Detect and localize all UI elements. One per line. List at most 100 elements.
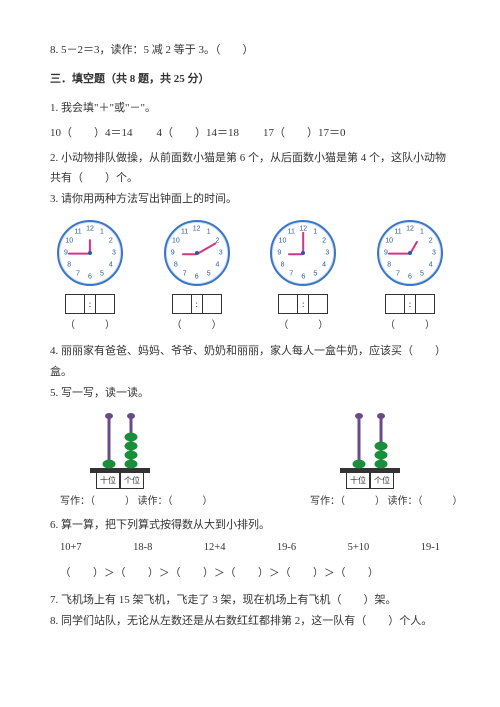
- time-right: [309, 295, 327, 313]
- clock-col-1: 121234567891011:（ ）: [157, 220, 237, 335]
- q6-e3: 19-6: [277, 538, 296, 558]
- clock-num: 11: [181, 226, 188, 239]
- abacus-2: 十位个位写作：（ ） 读作：（ ）: [310, 410, 430, 511]
- section-header: 三．填空题（共 8 题，共 25 分）: [50, 69, 450, 90]
- time-left: [66, 295, 84, 313]
- clock-num: 5: [420, 267, 424, 280]
- clock-num: 8: [67, 259, 71, 272]
- minute-hand: [196, 242, 216, 254]
- clock-num: 12: [86, 223, 94, 236]
- clock-paren: （ ）: [385, 316, 435, 335]
- tens-label: 十位: [346, 472, 370, 489]
- clock-num: 1: [313, 226, 317, 239]
- time-box: :: [278, 294, 328, 314]
- q6-paren-chain: （ ）＞（ ）＞（ ）＞（ ）＞（ ）＞（ ）: [60, 564, 440, 584]
- q6-e1: 18-8: [133, 538, 152, 558]
- clock-col-3: 121234567891011:（ ）: [370, 220, 450, 335]
- clock-num: 5: [207, 267, 211, 280]
- tens-label: 十位: [96, 472, 120, 489]
- clock-num: 6: [195, 271, 199, 284]
- clock-num: 7: [289, 267, 293, 280]
- q6-e2: 12+4: [204, 538, 226, 558]
- time-sep: :: [297, 295, 309, 313]
- q8b-text: 8. 同学们站队，无论从左数还是从右数红红都排第 2，这一队有（ ）个人。: [50, 611, 450, 632]
- clock-pivot: [195, 251, 199, 255]
- clock-pivot: [88, 251, 92, 255]
- abacus-caption: 写作：（ ） 读作：（ ）: [60, 492, 180, 511]
- ones-label: 个位: [370, 472, 394, 489]
- time-left: [173, 295, 191, 313]
- time-box: :: [172, 294, 222, 314]
- q8-text: 8. 5－2＝3，读作：5 减 2 等于 3。（ ）: [50, 40, 450, 61]
- clock-num: 10: [65, 235, 73, 248]
- clocks-row: 121234567891011:（ ）121234567891011:（ ）12…: [50, 220, 450, 335]
- clock-face-3: 121234567891011: [377, 220, 443, 286]
- minute-hand: [68, 253, 90, 255]
- clock-num: 10: [279, 235, 287, 248]
- clock-num: 9: [171, 247, 175, 260]
- clock-num: 4: [215, 259, 219, 272]
- time-right: [416, 295, 434, 313]
- clock-num: 12: [193, 223, 201, 236]
- clock-face-1: 121234567891011: [164, 220, 230, 286]
- time-right: [96, 295, 114, 313]
- clock-num: 1: [420, 226, 424, 239]
- clock-num: 10: [385, 235, 393, 248]
- time-left: [279, 295, 297, 313]
- clock-num: 8: [387, 259, 391, 272]
- q6-e0: 10+7: [60, 538, 82, 558]
- clock-num: 11: [394, 226, 401, 239]
- time-sep: :: [84, 295, 96, 313]
- abacus-row: 十位个位写作：（ ） 读作：（ ） 十位个位写作：（ ） 读作：（ ）: [50, 410, 450, 511]
- clock-num: 11: [74, 226, 81, 239]
- clock-num: 7: [183, 267, 187, 280]
- q6-e5: 19-1: [421, 538, 440, 558]
- clock-paren: （ ）: [278, 316, 328, 335]
- time-sep: :: [404, 295, 416, 313]
- time-box: :: [385, 294, 435, 314]
- clock-num: 6: [88, 271, 92, 284]
- time-right: [203, 295, 221, 313]
- q4-text: 4. 丽丽家有爸爸、妈妈、爷爷、奶奶和丽丽，家人每人一盒牛奶，应该买（ ）盒。: [50, 341, 450, 383]
- clock-num: 7: [76, 267, 80, 280]
- clock-num: 8: [281, 259, 285, 272]
- q1-items: 10（ ）4＝14 4（ ）14＝18 17（ ）17＝0: [50, 123, 450, 144]
- time-sep: :: [191, 295, 203, 313]
- clock-num: 6: [301, 271, 305, 284]
- minute-hand: [388, 253, 410, 255]
- clock-paren: （ ）: [172, 316, 222, 335]
- clock-face-0: 121234567891011: [57, 220, 123, 286]
- q1-item-1: 4（ ）14＝18: [157, 123, 240, 144]
- q5-text: 5. 写一写，读一读。: [50, 383, 450, 404]
- time-box: :: [65, 294, 115, 314]
- q3-text: 3. 请你用两种方法写出钟面上的时间。: [50, 189, 450, 210]
- ones-label: 个位: [120, 472, 144, 489]
- clock-num: 1: [100, 226, 104, 239]
- clock-num: 10: [172, 235, 180, 248]
- clock-num: 4: [109, 259, 113, 272]
- clock-col-2: 121234567891011:（ ）: [263, 220, 343, 335]
- q1-item-0: 10（ ）4＝14: [50, 123, 133, 144]
- clock-num: 1: [207, 226, 211, 239]
- clock-col-0: 121234567891011:（ ）: [50, 220, 130, 335]
- clock-pivot: [301, 251, 305, 255]
- clock-pivot: [408, 251, 412, 255]
- q1-stem: 1. 我会填"＋"或"－"。: [50, 98, 450, 119]
- time-left: [386, 295, 404, 313]
- clock-num: 6: [408, 271, 412, 284]
- clock-num: 8: [174, 259, 178, 272]
- clock-num: 4: [429, 259, 433, 272]
- q1-item-2: 17（ ）17＝0: [263, 123, 346, 144]
- clock-num: 11: [288, 226, 295, 239]
- clock-face-2: 121234567891011: [270, 220, 336, 286]
- abacus-caption: 写作：（ ） 读作：（ ）: [310, 492, 430, 511]
- clock-num: 7: [396, 267, 400, 280]
- clock-num: 5: [100, 267, 104, 280]
- clock-num: 4: [322, 259, 326, 272]
- clock-num: 5: [313, 267, 317, 280]
- clock-num: 12: [406, 223, 414, 236]
- q6-stem: 6. 算一算，把下列算式按得数从大到小排列。: [50, 515, 450, 536]
- q2-text: 2. 小动物排队做操，从前面数小猫是第 6 个，从后面数小猫是第 4 个，这队小…: [50, 148, 450, 190]
- clock-paren: （ ）: [65, 316, 115, 335]
- q6-e4: 5+10: [348, 538, 370, 558]
